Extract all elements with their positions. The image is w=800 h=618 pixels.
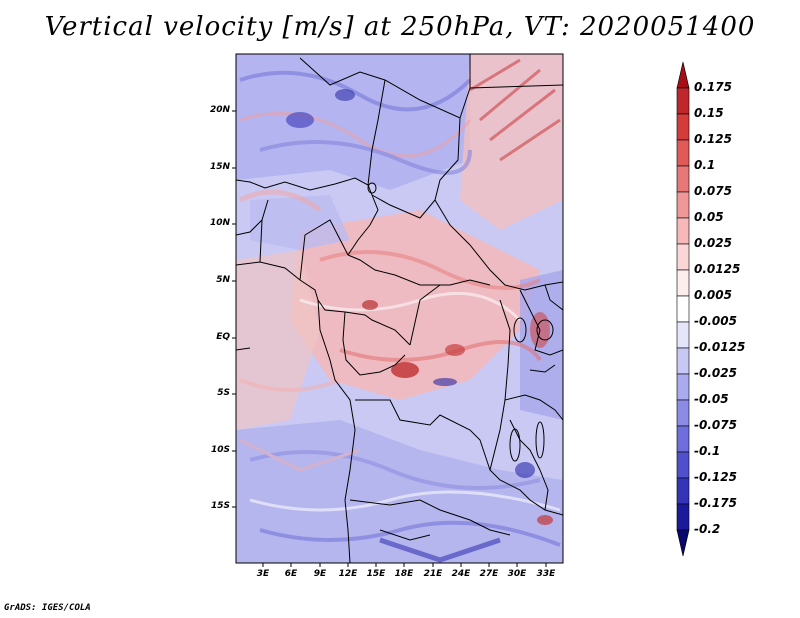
- lon-label-3e: 3E: [256, 569, 270, 579]
- colorbar-swatch: [676, 295, 690, 323]
- lat-label-10n: 10N: [209, 218, 230, 228]
- lon-label-21e: 21E: [423, 569, 443, 579]
- colorbar-level-label: 0.125: [694, 132, 732, 146]
- lat-label-15s: 15S: [210, 501, 230, 511]
- colorbar-swatch: [676, 477, 690, 505]
- colorbar-swatch: [676, 399, 690, 427]
- lon-ticks: [262, 563, 547, 567]
- colorbar-swatch: [676, 373, 690, 401]
- lon-label-30e: 30E: [507, 569, 527, 579]
- country-borders: [236, 54, 563, 563]
- colorbar-swatch: [676, 243, 690, 271]
- lon-label-6e: 6E: [284, 569, 298, 579]
- credit-text: GrADS: IGES/COLA: [4, 603, 91, 613]
- lat-label-5n: 5N: [216, 275, 230, 285]
- colorbar-swatch: [676, 529, 690, 557]
- colorbar-swatch: [676, 61, 690, 89]
- colorbar-level-label: 0.175: [694, 80, 732, 94]
- colorbar-level-label: -0.025: [694, 366, 737, 380]
- colorbar-swatch: [676, 113, 690, 141]
- colorbar-level-label: 0.15: [694, 106, 724, 120]
- colorbar-swatch: [676, 191, 690, 219]
- colorbar-level-label: 0.075: [694, 184, 732, 198]
- colorbar: [676, 61, 690, 557]
- colorbar-swatch: [676, 87, 690, 115]
- lat-label-15n: 15N: [209, 162, 230, 172]
- lat-label-5s: 5S: [217, 388, 230, 398]
- colorbar-level-label: 0.005: [694, 288, 732, 302]
- lon-label-24e: 24E: [451, 569, 471, 579]
- lat-ticks: [232, 110, 236, 508]
- colorbar-swatch: [676, 217, 690, 245]
- colorbar-level-label: -0.2: [694, 522, 721, 536]
- colorbar-swatch: [676, 139, 690, 167]
- lon-label-33e: 33E: [536, 569, 556, 579]
- map-frame: [235, 53, 564, 564]
- colorbar-swatch: [676, 165, 690, 193]
- colorbar-level-label: 0.025: [694, 236, 732, 250]
- colorbar-level-label: 0.05: [694, 210, 724, 224]
- colorbar-level-label: -0.1: [694, 444, 721, 458]
- colorbar-swatch: [676, 451, 690, 479]
- colorbar-swatch: [676, 425, 690, 453]
- colorbar-level-label: -0.075: [694, 418, 737, 432]
- lat-label-20n: 20N: [209, 105, 230, 115]
- lat-label-10s: 10S: [210, 445, 230, 455]
- lon-label-12e: 12E: [338, 569, 358, 579]
- vertical-velocity-field: [236, 54, 563, 563]
- lon-label-27e: 27E: [479, 569, 499, 579]
- lon-label-15e: 15E: [366, 569, 386, 579]
- colorbar-level-label: -0.05: [694, 392, 729, 406]
- colorbar-level-label: -0.005: [694, 314, 737, 328]
- colorbar-level-label: 0.0125: [694, 262, 741, 276]
- colorbar-level-label: -0.125: [694, 470, 737, 484]
- colorbar-swatch: [676, 503, 690, 531]
- colorbar-swatch: [676, 321, 690, 349]
- colorbar-swatch: [676, 269, 690, 297]
- map-title: Vertical velocity [m/s] at 250hPa, VT: 2…: [44, 12, 756, 42]
- colorbar-level-label: -0.0125: [694, 340, 746, 354]
- lon-label-9e: 9E: [313, 569, 327, 579]
- colorbar-swatch: [676, 347, 690, 375]
- lon-label-18e: 18E: [394, 569, 414, 579]
- lat-label-eq: EQ: [216, 332, 230, 342]
- colorbar-level-label: -0.175: [694, 496, 737, 510]
- colorbar-level-label: 0.1: [694, 158, 716, 172]
